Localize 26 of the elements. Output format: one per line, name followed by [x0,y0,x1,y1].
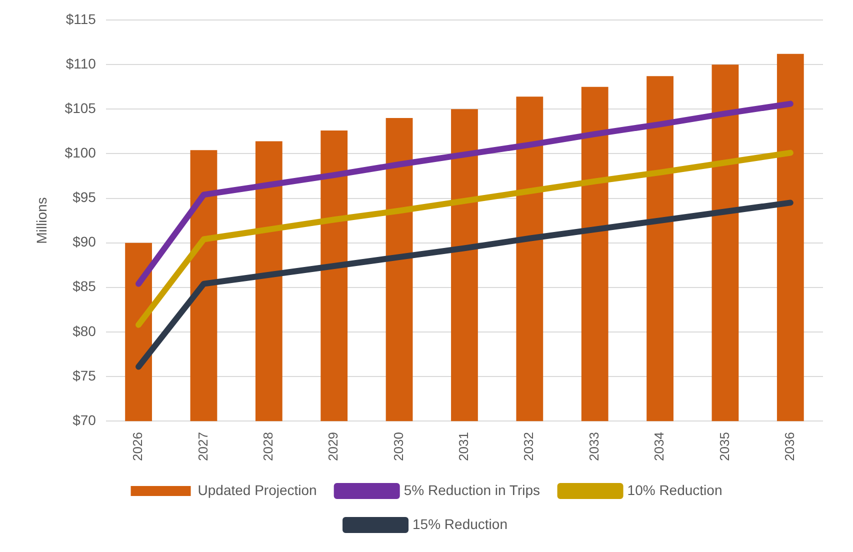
x-tick-label: 2026 [130,432,146,461]
x-tick-label: 2035 [716,432,732,461]
y-tick-label: $100 [64,144,96,161]
x-tick-label: 2031 [456,432,472,461]
y-tick-label: $90 [72,234,96,250]
x-tick-label: 2028 [260,432,276,461]
x-tick-label: 2029 [326,432,341,461]
y-tick-label: $115 [66,10,96,27]
x-tick-label: 2027 [195,432,210,461]
y-tick-label: $70 [72,412,96,428]
x-tick-label: 2033 [586,432,602,461]
y-tick-label: $85 [72,278,96,294]
legend-label: 15% Reduction [412,516,508,532]
y-tick-label: $105 [64,100,96,116]
y-tick-label: $80 [72,322,96,339]
legend-label: 5% Reduction in Trips [404,482,540,498]
x-tick-label: 2036 [782,432,797,461]
y-tick-label: $95 [72,189,96,206]
y-tick-label: $75 [72,367,96,384]
legend-label: Updated Projection [198,482,317,498]
y-axis-title: Millions [33,197,50,244]
x-tick-label: 2030 [390,432,406,461]
legend-label: 10% Reduction [627,482,722,498]
x-tick-label: 2034 [652,432,667,461]
y-tick-label: $110 [66,55,96,72]
x-tick-label: 2032 [521,432,536,461]
